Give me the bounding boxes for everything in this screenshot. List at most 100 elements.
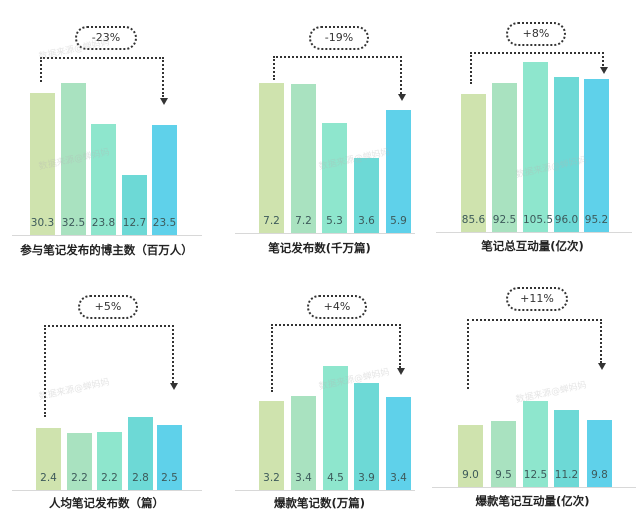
comparison-bracket-right: [172, 325, 174, 383]
chart-panel-viral-interactions: +11% 9.0 9.5 12.5 11.2 9.8 爆款笔记互动量(亿次): [426, 259, 639, 518]
bar-value: 95.2: [584, 214, 609, 226]
bar: 5.3: [322, 123, 347, 233]
bar: 105.5: [523, 62, 554, 232]
bar-value: 2.5: [161, 472, 178, 484]
bar: 30.3: [30, 93, 55, 235]
x-axis: [235, 490, 415, 491]
bar: 3.9: [354, 383, 379, 490]
bar: 85.6: [461, 94, 486, 232]
bar: 9.8: [587, 420, 612, 487]
x-axis: [235, 233, 415, 234]
bar: 12.5: [523, 401, 548, 487]
bar: 2.4: [36, 428, 61, 490]
bar: 7.2: [291, 84, 316, 233]
bar-value: 3.2: [263, 472, 280, 484]
comparison-bracket-right: [600, 319, 602, 363]
bar-value: 3.9: [358, 472, 375, 484]
change-badge: +5%: [78, 295, 138, 319]
chart-panel-viral-notes: +4% 3.2 3.4 4.5 3.9 3.4 爆款笔记数(万篇): [213, 259, 426, 518]
bar: 7.2: [259, 83, 284, 233]
down-arrow-icon: [170, 383, 178, 390]
chart-panel-bloggers: -23% 30.3 32.5 23.8 12.7 23.5 参与笔记发布的博主数…: [0, 0, 213, 259]
bar-value: 3.6: [358, 215, 375, 227]
bar: 3.6: [354, 158, 379, 233]
bar: 23.5: [152, 125, 177, 235]
bar: 23.8: [91, 124, 116, 235]
chart-panel-avg-notes: +5% 2.4 2.2 2.2 2.8 2.5 人均笔记发布数（篇）: [0, 259, 213, 518]
bar-value: 23.5: [152, 217, 177, 229]
bar-value: 32.5: [61, 217, 86, 229]
bar: 11.2: [554, 410, 579, 487]
bar: 3.4: [386, 397, 411, 490]
comparison-bracket-right: [399, 324, 401, 368]
comparison-bracket: [271, 324, 401, 392]
change-badge: -23%: [75, 26, 137, 50]
comparison-bracket: [40, 57, 164, 82]
bar-value: 9.8: [591, 469, 608, 481]
change-badge: +4%: [307, 295, 367, 319]
comparison-bracket: [467, 319, 602, 389]
bar-value: 2.8: [132, 472, 149, 484]
down-arrow-icon: [598, 363, 606, 370]
bar: 2.8: [128, 417, 153, 490]
bar-value: 3.4: [295, 472, 312, 484]
x-axis: [12, 235, 202, 236]
change-badge: +11%: [506, 287, 568, 311]
bar-value: 7.2: [263, 215, 280, 227]
x-axis: [436, 232, 632, 233]
chart-title: 参与笔记发布的博主数（百万人）: [20, 243, 193, 257]
bar-value: 105.5: [523, 214, 554, 226]
change-badge: +8%: [506, 22, 566, 46]
bar-value: 5.9: [390, 215, 407, 227]
bar-value: 92.5: [492, 214, 517, 226]
chart-title: 笔记总互动量(亿次): [481, 239, 584, 253]
bar-value: 96.0: [554, 214, 579, 226]
down-arrow-icon: [160, 98, 168, 105]
bar-value: 12.5: [523, 469, 548, 481]
chart-title: 爆款笔记互动量(亿次): [475, 494, 590, 508]
x-axis: [12, 490, 202, 491]
bar: 12.7: [122, 175, 147, 235]
bar: 9.5: [491, 421, 516, 487]
bar: 2.5: [157, 425, 182, 490]
bar: 92.5: [492, 83, 517, 232]
bar-value: 30.3: [30, 217, 55, 229]
chart-panel-notes: -19% 7.2 7.2 5.3 3.6 5.9 笔记发布数(千万篇): [213, 0, 426, 259]
bar: 4.5: [323, 366, 348, 490]
comparison-bracket-right: [400, 56, 402, 94]
down-arrow-icon: [397, 368, 405, 375]
bar-value: 11.2: [554, 469, 579, 481]
bar: 2.2: [67, 433, 92, 490]
bar-value: 9.5: [495, 469, 512, 481]
bar-value: 23.8: [91, 217, 116, 229]
bar: 3.2: [259, 401, 284, 490]
comparison-bracket-right: [162, 57, 164, 97]
comparison-bracket: [44, 325, 174, 417]
chart-title: 笔记发布数(千万篇): [268, 241, 371, 255]
comparison-bracket: [470, 52, 604, 84]
bar-value: 9.0: [462, 469, 479, 481]
bar-value: 2.2: [71, 472, 88, 484]
bar: 95.2: [584, 79, 609, 232]
bar-value: 5.3: [326, 215, 343, 227]
chart-panel-interactions: +8% 85.6 92.5 105.5 96.0 95.2 笔记总互动量(亿次): [426, 0, 639, 259]
change-badge: -19%: [309, 26, 369, 50]
bar-value: 3.4: [390, 472, 407, 484]
comparison-bracket: [273, 56, 402, 80]
bar: 5.9: [386, 110, 411, 233]
bar: 2.2: [97, 432, 122, 490]
down-arrow-icon: [600, 67, 608, 74]
down-arrow-icon: [398, 94, 406, 101]
chart-title: 人均笔记发布数（篇）: [49, 496, 164, 510]
comparison-bracket-right: [602, 52, 604, 66]
bar: 32.5: [61, 83, 86, 235]
x-axis: [432, 487, 636, 488]
bar: 3.4: [291, 396, 316, 490]
bar-value: 2.4: [40, 472, 57, 484]
chart-title: 爆款笔记数(万篇): [273, 496, 365, 510]
bar: 9.0: [458, 425, 483, 487]
bar-value: 2.2: [101, 472, 118, 484]
bar-value: 4.5: [327, 472, 344, 484]
bar-value: 85.6: [461, 214, 486, 226]
bar: 96.0: [554, 77, 579, 232]
